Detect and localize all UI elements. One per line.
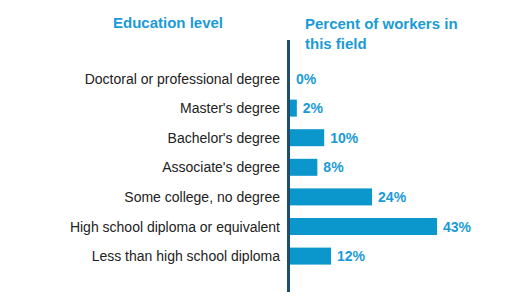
- bar: [290, 218, 437, 235]
- category-label: Master's degree: [180, 100, 280, 116]
- category-label: Some college, no degree: [124, 189, 280, 205]
- bar: [290, 100, 297, 117]
- bar: [290, 159, 317, 176]
- value-header: Percent of workers in this field: [305, 14, 465, 54]
- data-label: 24%: [378, 189, 407, 205]
- data-label: 0%: [296, 71, 317, 87]
- category-label: Associate's degree: [162, 159, 280, 175]
- data-label: 8%: [323, 159, 344, 175]
- category-header: Education level: [113, 14, 223, 31]
- bar: [290, 188, 372, 205]
- bars: [290, 100, 437, 265]
- bar: [290, 248, 331, 265]
- data-label: 12%: [337, 248, 366, 264]
- data-label: 43%: [443, 219, 472, 235]
- bar: [290, 70, 291, 87]
- bar: [290, 129, 324, 146]
- category-label: Bachelor's degree: [168, 130, 281, 146]
- axis-line: [287, 40, 290, 292]
- chart: Education level Doctoral or professional …: [0, 0, 525, 303]
- data-label: 10%: [330, 130, 359, 146]
- data-label: 2%: [303, 100, 324, 116]
- category-label: High school diploma or equivalent: [70, 219, 280, 235]
- category-label: Doctoral or professional degree: [85, 71, 281, 87]
- category-label: Less than high school diploma: [92, 248, 281, 264]
